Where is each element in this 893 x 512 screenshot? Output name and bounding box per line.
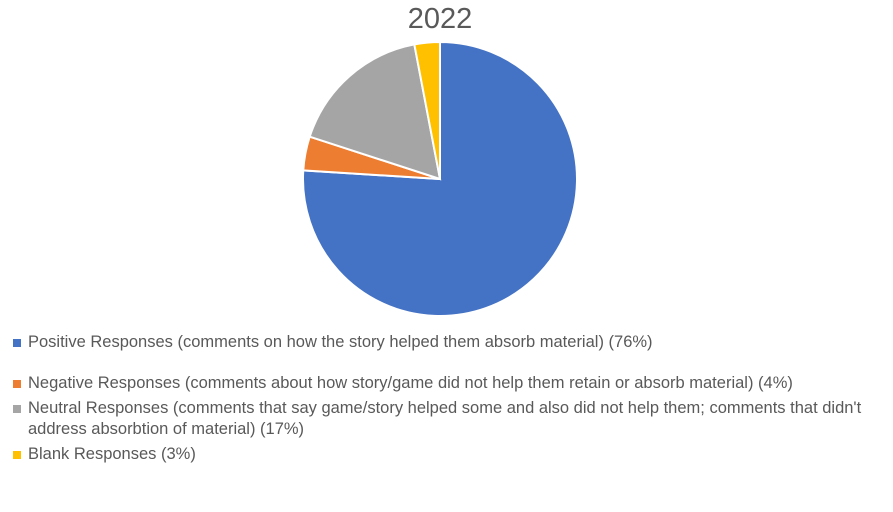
legend-swatch-negative xyxy=(13,380,21,388)
legend-swatch-neutral xyxy=(13,405,21,413)
pie-slice-neutral xyxy=(308,43,442,181)
legend-item-negative: Negative Responses (comments about how s… xyxy=(10,373,890,394)
pie-slice-blank xyxy=(413,40,441,180)
pie-chart xyxy=(302,40,578,317)
chart-title: 2022 xyxy=(407,3,473,35)
pie-slice-positive xyxy=(302,40,578,317)
legend-label-neutral: Neutral Responses (comments that say gam… xyxy=(28,399,862,438)
legend-label-negative: Negative Responses (comments about how s… xyxy=(28,374,793,392)
legend-item-blank: Blank Responses (3%) xyxy=(10,444,890,465)
legend-item-positive: Positive Responses (comments on how the … xyxy=(10,332,890,353)
legend-swatch-positive xyxy=(13,339,21,347)
legend-swatch-blank xyxy=(13,451,21,459)
legend-label-blank: Blank Responses (3%) xyxy=(28,445,196,463)
legend-label-positive: Positive Responses (comments on how the … xyxy=(28,333,653,351)
legend-item-neutral: Neutral Responses (comments that say gam… xyxy=(10,398,890,440)
chart-legend: Positive Responses (comments on how the … xyxy=(10,332,890,469)
